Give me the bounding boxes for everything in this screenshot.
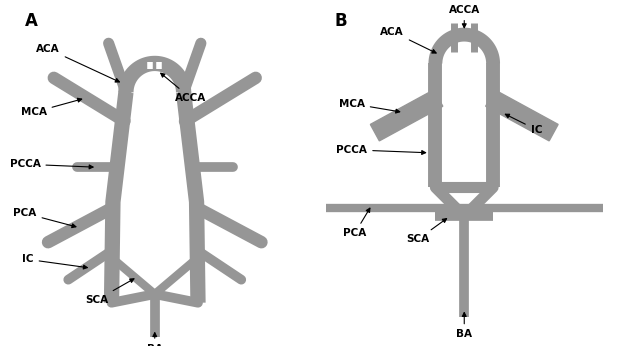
Polygon shape [370, 90, 443, 141]
Text: ACCA: ACCA [449, 5, 480, 28]
Text: ACA: ACA [37, 44, 119, 82]
Text: MCA: MCA [339, 99, 400, 113]
Polygon shape [486, 90, 558, 141]
Text: A: A [25, 11, 38, 29]
Text: PCCA: PCCA [9, 159, 93, 169]
Text: SCA: SCA [407, 219, 446, 244]
Text: PCCA: PCCA [336, 145, 426, 155]
Text: BA: BA [147, 333, 163, 346]
Text: MCA: MCA [20, 98, 82, 117]
Text: ACA: ACA [380, 27, 436, 53]
Text: PCA: PCA [343, 208, 370, 238]
Text: SCA: SCA [85, 279, 134, 305]
Text: BA: BA [456, 312, 472, 339]
Text: B: B [334, 11, 347, 29]
Text: IC: IC [505, 114, 542, 135]
Text: ACCA: ACCA [161, 73, 206, 103]
Text: PCA: PCA [14, 208, 76, 228]
Text: IC: IC [22, 254, 87, 269]
